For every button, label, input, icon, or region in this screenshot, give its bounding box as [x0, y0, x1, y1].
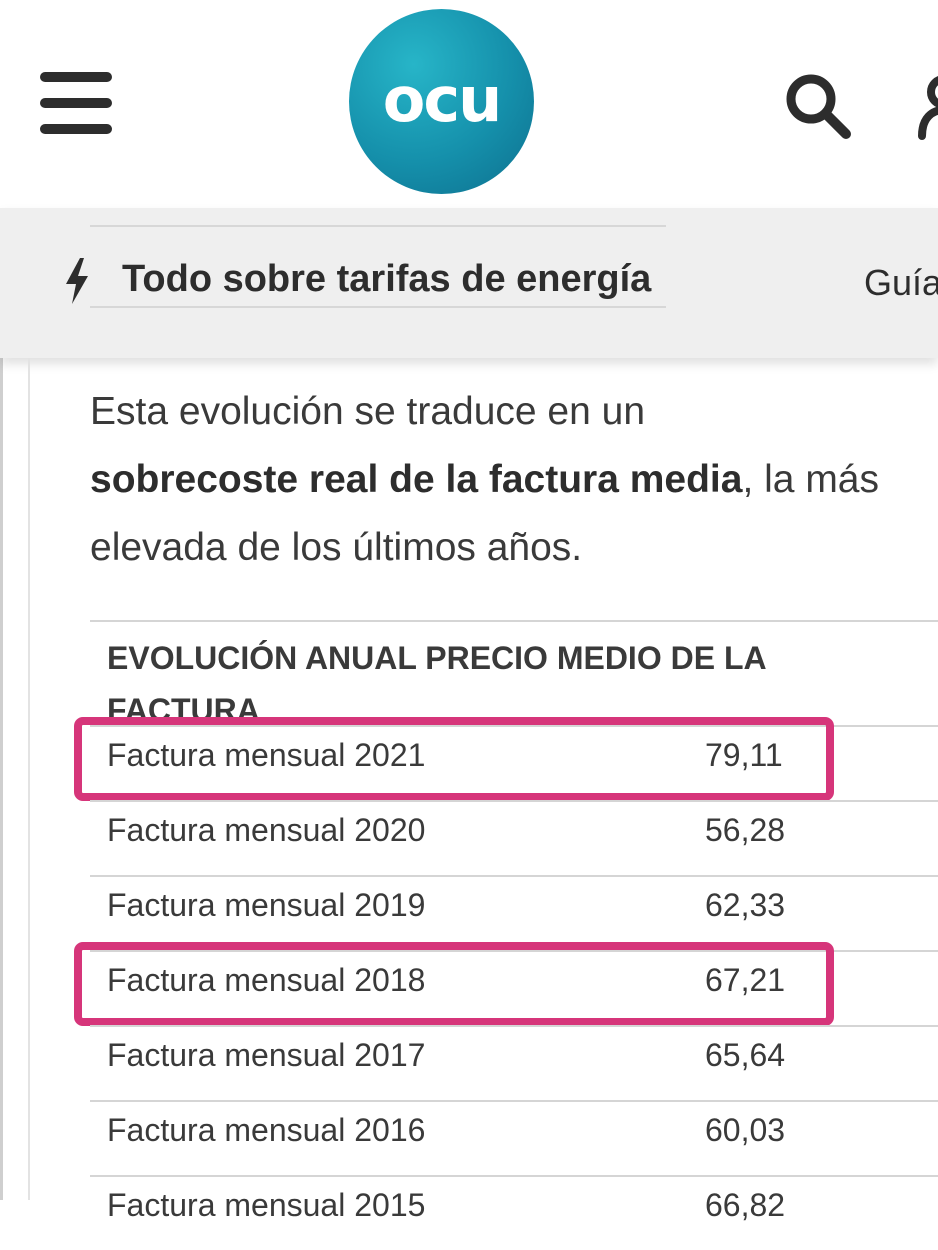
row-value: 60,03: [705, 1112, 786, 1148]
nav-item-guide[interactable]: Guía: [864, 262, 938, 303]
row-label: Factura mensual 2021: [107, 737, 426, 773]
row-label: Factura mensual 2017: [107, 1037, 426, 1073]
intro-paragraph: Esta evolución se traduce en un sobrecos…: [90, 378, 938, 582]
content-border: [28, 358, 30, 1200]
row-label: Factura mensual 2015: [107, 1187, 426, 1223]
user-icon[interactable]: [918, 70, 938, 142]
intro-line-3: elevada de los últimos años.: [90, 526, 583, 569]
row-divider: [90, 875, 938, 877]
hamburger-menu-icon[interactable]: [40, 72, 114, 134]
row-value: 67,21: [705, 962, 786, 998]
nav-divider: [90, 225, 666, 227]
table-row: Factura mensual 2020 56,28: [90, 800, 938, 875]
row-label: Factura mensual 2020: [107, 812, 426, 848]
table-row: Factura mensual 2019 62,33: [90, 875, 938, 950]
row-value: 56,28: [705, 812, 786, 848]
row-divider: [90, 725, 938, 727]
lightning-bolt-icon: [66, 258, 88, 304]
row-divider: [90, 950, 938, 952]
table-header: EVOLUCIÓN ANUAL PRECIO MEDIO DE LA FACTU…: [107, 640, 767, 728]
nav-item-energy-tariffs[interactable]: Todo sobre tarifas de energía: [122, 258, 652, 300]
ocu-logo[interactable]: ocu: [349, 9, 534, 194]
row-divider: [90, 800, 938, 802]
row-value: 65,64: [705, 1037, 786, 1073]
logo-text: ocu: [382, 63, 502, 136]
row-label: Factura mensual 2016: [107, 1112, 426, 1148]
table-row: Factura mensual 2015 66,82: [90, 1175, 938, 1250]
table-row: Factura mensual 2018 67,21: [90, 950, 938, 1025]
highlight-box: [74, 717, 834, 801]
row-label: Factura mensual 2019: [107, 887, 426, 923]
row-divider: [90, 1100, 938, 1102]
search-icon[interactable]: [782, 70, 854, 142]
table-top-border: [90, 620, 938, 622]
table-row: Factura mensual 2017 65,64: [90, 1025, 938, 1100]
nav-divider: [90, 306, 666, 308]
page-left-edge: [0, 0, 3, 1200]
table-row: Factura mensual 2021 79,11: [90, 725, 938, 800]
row-value: 79,11: [705, 737, 783, 773]
row-value: 62,33: [705, 887, 786, 923]
row-divider: [90, 1025, 938, 1027]
row-value: 66,82: [705, 1187, 786, 1223]
site-header: ocu: [0, 0, 938, 208]
intro-line-2: sobrecoste real de la factura media, la …: [90, 458, 879, 501]
row-label: Factura mensual 2018: [107, 962, 426, 998]
table-row: Factura mensual 2016 60,03: [90, 1100, 938, 1175]
intro-line-1: Esta evolución se traduce en un: [90, 390, 646, 433]
topic-nav-bar: Todo sobre tarifas de energía Guía: [0, 208, 938, 358]
highlight-box: [74, 942, 834, 1026]
intro-bold-text: sobrecoste real de la factura media: [90, 458, 743, 501]
row-divider: [90, 1175, 938, 1177]
